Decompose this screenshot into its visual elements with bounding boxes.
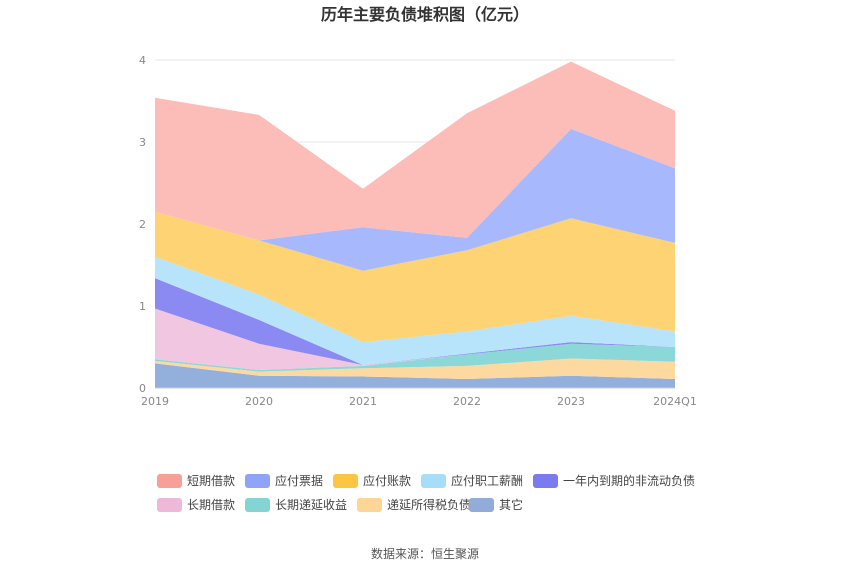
legend-label: 应付职工薪酬	[451, 473, 523, 488]
legend-swatch	[333, 474, 358, 488]
legend-swatch	[357, 498, 382, 512]
chart-title: 历年主要负债堆积图（亿元）	[321, 5, 529, 24]
legend-label: 长期借款	[187, 498, 235, 512]
legend-label: 应付票据	[275, 473, 323, 488]
area-series-3	[155, 308, 675, 370]
legend-swatch	[533, 474, 558, 488]
legend-label: 应付账款	[363, 473, 411, 488]
legend-swatch	[157, 498, 182, 512]
area-series-2	[155, 343, 675, 372]
x-tick-label: 2019	[141, 395, 169, 408]
x-tick-label: 2023	[557, 395, 585, 408]
legend-label: 一年内到期的非流动负债	[563, 473, 695, 488]
area-series-7	[155, 128, 675, 271]
area-series-8	[155, 61, 675, 241]
area-series-5	[155, 256, 675, 365]
legend-swatch	[421, 474, 446, 488]
legend-swatch	[245, 474, 270, 488]
legend-label: 递延所得税负债	[387, 497, 471, 512]
x-tick-label: 2020	[245, 395, 273, 408]
area-series-0	[155, 363, 675, 388]
x-tick-label: 2024Q1	[653, 395, 697, 408]
legend-label: 短期借款	[187, 474, 235, 488]
data-source: 数据来源：恒生聚源	[371, 546, 479, 561]
area-series-1	[155, 358, 675, 379]
area-series-4	[155, 278, 675, 365]
area-series-6	[155, 211, 675, 343]
legend-swatch	[245, 498, 270, 512]
y-tick-label: 0	[139, 382, 146, 395]
axes: 0 1 2 3 4 2019 2020 2021 2022 2023 2024Q1	[139, 54, 697, 408]
y-tick-label: 2	[139, 218, 146, 231]
x-tick-label: 2022	[453, 395, 481, 408]
legend-label: 长期递延收益	[275, 498, 347, 512]
y-tick-label: 3	[139, 136, 146, 149]
legend-label: 其它	[499, 497, 523, 512]
x-tick-label: 2021	[349, 395, 377, 408]
legend-swatch	[157, 474, 182, 488]
y-tick-label: 4	[139, 54, 146, 67]
legend-swatch	[469, 498, 494, 512]
area-series-group	[155, 61, 675, 388]
y-tick-label: 1	[139, 300, 146, 313]
